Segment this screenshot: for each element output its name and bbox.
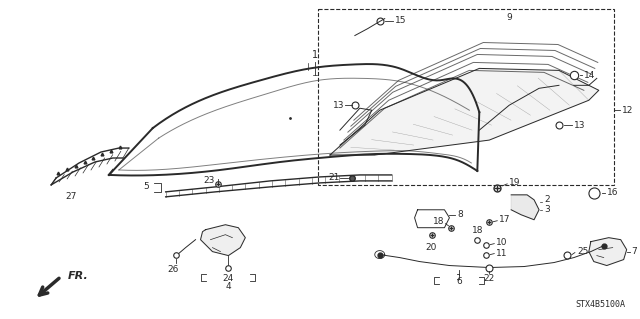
Text: 25: 25 (577, 247, 588, 256)
Text: 16: 16 (607, 188, 618, 197)
Text: 19: 19 (509, 178, 521, 187)
Text: 13: 13 (333, 101, 345, 110)
Text: 15: 15 (395, 16, 406, 25)
Text: 6: 6 (456, 278, 462, 286)
Text: 1: 1 (312, 50, 318, 61)
Text: 9: 9 (506, 13, 512, 22)
Text: 12: 12 (621, 106, 633, 115)
Polygon shape (589, 238, 627, 265)
Text: STX4B5100A: STX4B5100A (575, 300, 626, 309)
Text: 7: 7 (632, 247, 637, 256)
Text: 24: 24 (223, 273, 234, 283)
Text: 14: 14 (584, 71, 595, 80)
Text: 11: 11 (496, 249, 508, 258)
Text: 2: 2 (544, 195, 550, 204)
Text: 26: 26 (167, 264, 179, 273)
Text: 23: 23 (204, 176, 215, 185)
Text: 18: 18 (472, 226, 483, 235)
Text: 5: 5 (143, 182, 148, 191)
Text: 4: 4 (225, 282, 231, 292)
Polygon shape (511, 195, 539, 220)
Text: FR.: FR. (68, 271, 89, 281)
Text: 8: 8 (458, 210, 463, 219)
Text: 21: 21 (328, 174, 340, 182)
Text: 22: 22 (484, 274, 495, 284)
Bar (318, 9, 614, 185)
Text: 3: 3 (544, 205, 550, 214)
Text: 13: 13 (574, 121, 586, 130)
Polygon shape (330, 68, 599, 155)
Text: 20: 20 (426, 243, 437, 252)
Text: 18: 18 (433, 217, 444, 226)
Polygon shape (200, 225, 245, 256)
Text: 10: 10 (496, 238, 508, 247)
Text: 17: 17 (499, 215, 511, 224)
Text: 27: 27 (65, 192, 77, 201)
